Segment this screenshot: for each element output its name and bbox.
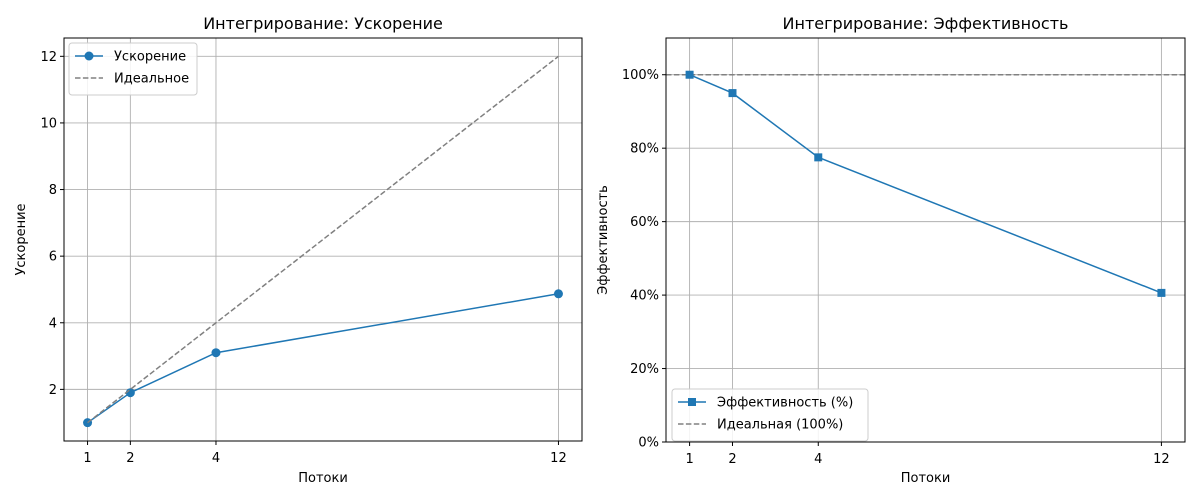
series-line-1: [87, 293, 559, 424]
x-tick-label: 4: [212, 451, 220, 466]
plot-frame: [665, 37, 1186, 443]
x-tick-label: 1: [685, 452, 693, 467]
y-tick-label: 40%: [630, 289, 659, 304]
y-axis-label: Ускорение: [14, 203, 29, 275]
y-tick-label: 4: [49, 316, 57, 331]
data-point: [1157, 288, 1166, 297]
data-point: [814, 153, 823, 162]
legend-label: Идеальная (100%): [717, 418, 843, 433]
legend: Ускорение Идеальное: [68, 42, 198, 96]
x-tick-label: 2: [728, 452, 736, 467]
legend-marker: [688, 398, 696, 406]
legend-label: Эффективность (%): [717, 396, 853, 411]
y-tick-label: 100%: [622, 68, 659, 83]
y-tick-label: 20%: [630, 362, 659, 377]
y-tick-label: 0%: [638, 436, 659, 451]
x-tick-label: 1: [83, 451, 91, 466]
chart-title: Интегрирование: Ускорение: [203, 14, 443, 33]
y-tick-label: 8: [49, 183, 57, 198]
x-tick-label: 12: [1153, 452, 1170, 467]
x-axis-label: Потоки: [901, 471, 951, 486]
plot-frame: [63, 37, 583, 442]
legend-marker: [84, 51, 94, 61]
y-tick-label: 80%: [630, 142, 659, 157]
legend-label: Ускорение: [114, 50, 186, 65]
x-axis-label: Потоки: [298, 471, 348, 486]
x-tick-label: 2: [126, 451, 134, 466]
data-point: [553, 289, 563, 299]
data-point: [728, 89, 737, 98]
y-tick-label: 6: [49, 250, 57, 265]
y-tick-label: 2: [49, 383, 57, 398]
legend-box: [671, 388, 869, 442]
y-tick-label: 10: [40, 116, 57, 131]
x-tick-label: 12: [550, 451, 567, 466]
chart-title: Интегрирование: Эффективность: [783, 14, 1069, 33]
data-point: [685, 70, 694, 79]
chart-panel-2: 1 2 4 120%20%40%60%80%100%Интегрирование: Э…: [596, 14, 1186, 486]
y-axis-label: Эффективность: [596, 185, 611, 295]
y-tick-label: 12: [40, 50, 57, 65]
data-point: [211, 348, 221, 358]
legend: Эффективность (%) Идеальная (100%): [671, 388, 869, 442]
x-tick-label: 4: [814, 452, 822, 467]
legend-label: Идеальное: [114, 72, 189, 87]
series-line-2: [87, 55, 559, 424]
series-line-1: [689, 74, 1162, 294]
y-tick-label: 60%: [630, 215, 659, 230]
